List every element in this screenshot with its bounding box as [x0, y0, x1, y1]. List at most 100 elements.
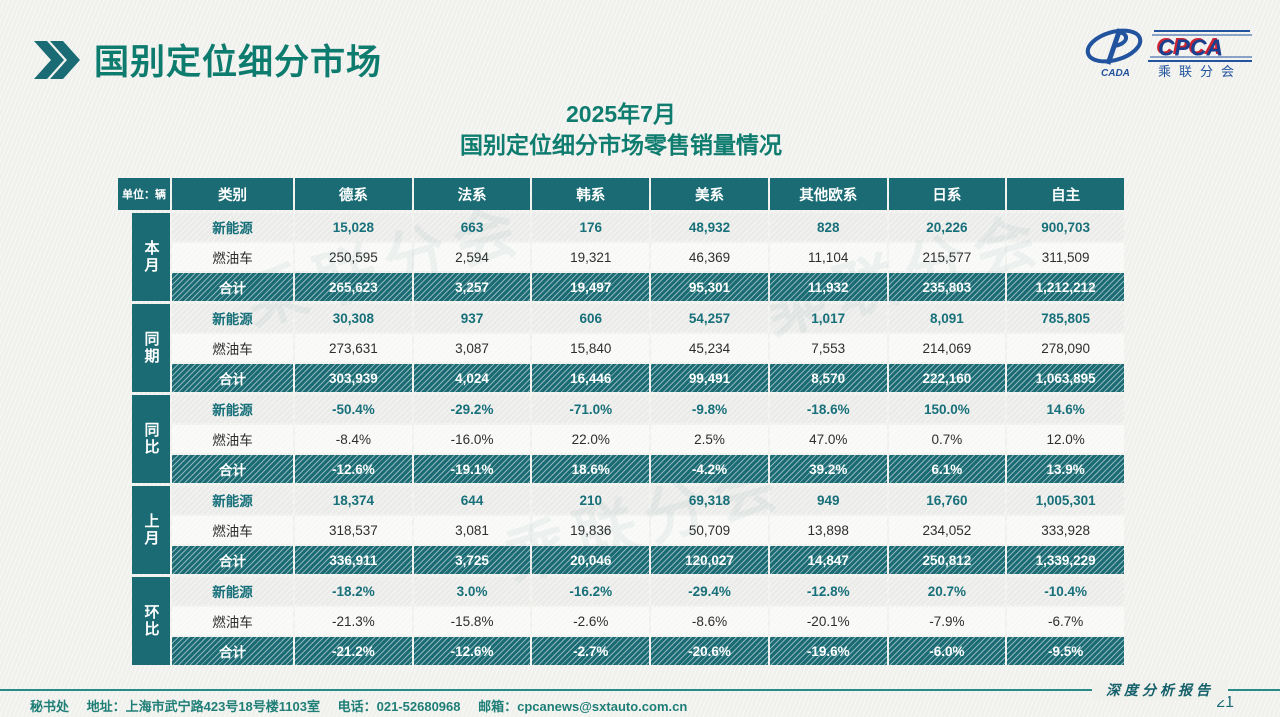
- value-cell: 18,374: [295, 486, 412, 514]
- page-header: 国别定位细分市场: [34, 34, 382, 85]
- value-cell: -29.4%: [651, 577, 768, 605]
- value-cell: 278,090: [1007, 334, 1124, 362]
- logo-subtitle: 乘联分会: [1158, 64, 1242, 79]
- value-cell: -21.3%: [295, 607, 412, 635]
- table-group: 本月 新能源 15,028 663 176 48,932 828 20,226 900,703 燃…: [118, 213, 1124, 301]
- value-cell: 6.1%: [888, 455, 1006, 483]
- value-cell: 250,812: [888, 546, 1006, 574]
- column-header-american: 美系: [651, 178, 768, 210]
- value-cell: 1,212,212: [1007, 273, 1124, 301]
- value-cell: -7.9%: [888, 607, 1006, 635]
- row-group-label: 环比: [132, 577, 170, 665]
- table-title-line2: 国别定位细分市场零售销量情况: [460, 132, 782, 159]
- value-cell: 30,308: [295, 304, 412, 332]
- value-cell: 311,509: [1007, 243, 1124, 271]
- value-cell: 949: [769, 486, 887, 514]
- value-cell: -16.0%: [413, 425, 531, 453]
- column-header-french: 法系: [413, 178, 531, 210]
- table-title: 2025年7月 国别定位细分市场零售销量情况: [118, 99, 1124, 161]
- value-cell: -2.7%: [532, 637, 650, 665]
- column-header-korean: 韩系: [532, 178, 650, 210]
- table-title-line1: 2025年7月: [566, 101, 676, 127]
- value-cell: 2.5%: [651, 425, 768, 453]
- row-label: 燃油车: [172, 243, 293, 271]
- value-cell: -12.6%: [413, 637, 531, 665]
- value-cell: -12.6%: [295, 455, 412, 483]
- row-label: 新能源: [172, 213, 293, 241]
- value-cell: 273,631: [295, 334, 412, 362]
- value-cell: 48,932: [651, 213, 768, 241]
- value-cell: 99,491: [651, 364, 768, 392]
- cada-text: CADA: [1101, 68, 1130, 79]
- row-label: 燃油车: [172, 607, 293, 635]
- report-type-text: 深度分析报告: [1106, 683, 1214, 699]
- row-label: 燃油车: [172, 516, 293, 544]
- value-cell: 39.2%: [769, 455, 887, 483]
- value-cell: 303,939: [295, 364, 412, 392]
- value-cell: 22.0%: [532, 425, 650, 453]
- sales-table-body: 本月 新能源 15,028 663 176 48,932 828 20,226 900,703 燃…: [118, 213, 1124, 665]
- row-label: 新能源: [172, 577, 293, 605]
- value-cell: 3,081: [413, 516, 531, 544]
- value-cell: -16.2%: [532, 577, 650, 605]
- footer-contact: 秘书处 地址：上海市武宁路423号18号楼1103室 电话：021-526809…: [30, 696, 701, 715]
- value-cell: 606: [532, 304, 650, 332]
- value-cell: 95,301: [651, 273, 768, 301]
- value-cell: 3,257: [413, 273, 531, 301]
- value-cell: -9.5%: [1007, 637, 1124, 665]
- row-label: 燃油车: [172, 425, 293, 453]
- value-cell: 663: [413, 213, 531, 241]
- value-cell: 150.0%: [888, 395, 1006, 423]
- value-cell: -12.8%: [769, 577, 887, 605]
- value-cell: 14,847: [769, 546, 887, 574]
- value-cell: -6.0%: [888, 637, 1006, 665]
- footer-phone: 电话：021-52680968: [337, 699, 461, 714]
- unit-label: 单位：辆: [118, 178, 170, 210]
- value-cell: -18.6%: [769, 395, 887, 423]
- report-type-label: 深度分析报告: [1092, 680, 1228, 700]
- value-cell: 785,805: [1007, 304, 1124, 332]
- value-cell: -2.6%: [532, 607, 650, 635]
- column-header-german: 德系: [295, 178, 412, 210]
- value-cell: 176: [532, 213, 650, 241]
- footer-email: 邮箱：cpcanews@sxtauto.com.cn: [478, 699, 688, 714]
- column-header-other-european: 其他欧系: [769, 178, 887, 210]
- row-label: 合计: [172, 273, 293, 301]
- cpca-logo-graphic: CADA CPCA CPCA 乘联分会: [1085, 28, 1252, 79]
- row-label: 新能源: [172, 395, 293, 423]
- table-group: 上月 新能源 18,374 644 210 69,318 949 16,760 1,005,30…: [118, 486, 1124, 574]
- value-cell: 3.0%: [413, 577, 531, 605]
- value-cell: 19,321: [532, 243, 650, 271]
- value-cell: 54,257: [651, 304, 768, 332]
- cpca-logo: CADA CPCA CPCA 乘联分会: [1084, 24, 1254, 85]
- value-cell: 214,069: [888, 334, 1006, 362]
- row-label: 燃油车: [172, 334, 293, 362]
- value-cell: 16,760: [888, 486, 1006, 514]
- value-cell: 318,537: [295, 516, 412, 544]
- cpca-text-shadow: CPCA: [1156, 33, 1221, 59]
- value-cell: 18.6%: [532, 455, 650, 483]
- row-label: 合计: [172, 455, 293, 483]
- value-cell: -20.1%: [769, 607, 887, 635]
- value-cell: 900,703: [1007, 213, 1124, 241]
- row-label: 合计: [172, 364, 293, 392]
- table-group: 同比 新能源 -50.4% -29.2% -71.0% -9.8% -18.6% 150.0%…: [118, 395, 1124, 483]
- value-cell: -21.2%: [295, 637, 412, 665]
- footer-address: 地址：上海市武宁路423号18号楼1103室: [86, 699, 320, 714]
- value-cell: 19,497: [532, 273, 650, 301]
- value-cell: 3,087: [413, 334, 531, 362]
- value-cell: 3,725: [413, 546, 531, 574]
- value-cell: 11,104: [769, 243, 887, 271]
- row-label: 合计: [172, 546, 293, 574]
- value-cell: 15,840: [532, 334, 650, 362]
- value-cell: 0.7%: [888, 425, 1006, 453]
- value-cell: 4,024: [413, 364, 531, 392]
- table-header-row: 单位：辆 类别 德系 法系 韩系 美系 其他欧系 日系 自主: [118, 178, 1124, 210]
- value-cell: -15.8%: [413, 607, 531, 635]
- value-cell: 828: [769, 213, 887, 241]
- value-cell: 19,836: [532, 516, 650, 544]
- value-cell: 235,803: [888, 273, 1006, 301]
- value-cell: 210: [532, 486, 650, 514]
- row-group-label: 同期: [132, 304, 170, 392]
